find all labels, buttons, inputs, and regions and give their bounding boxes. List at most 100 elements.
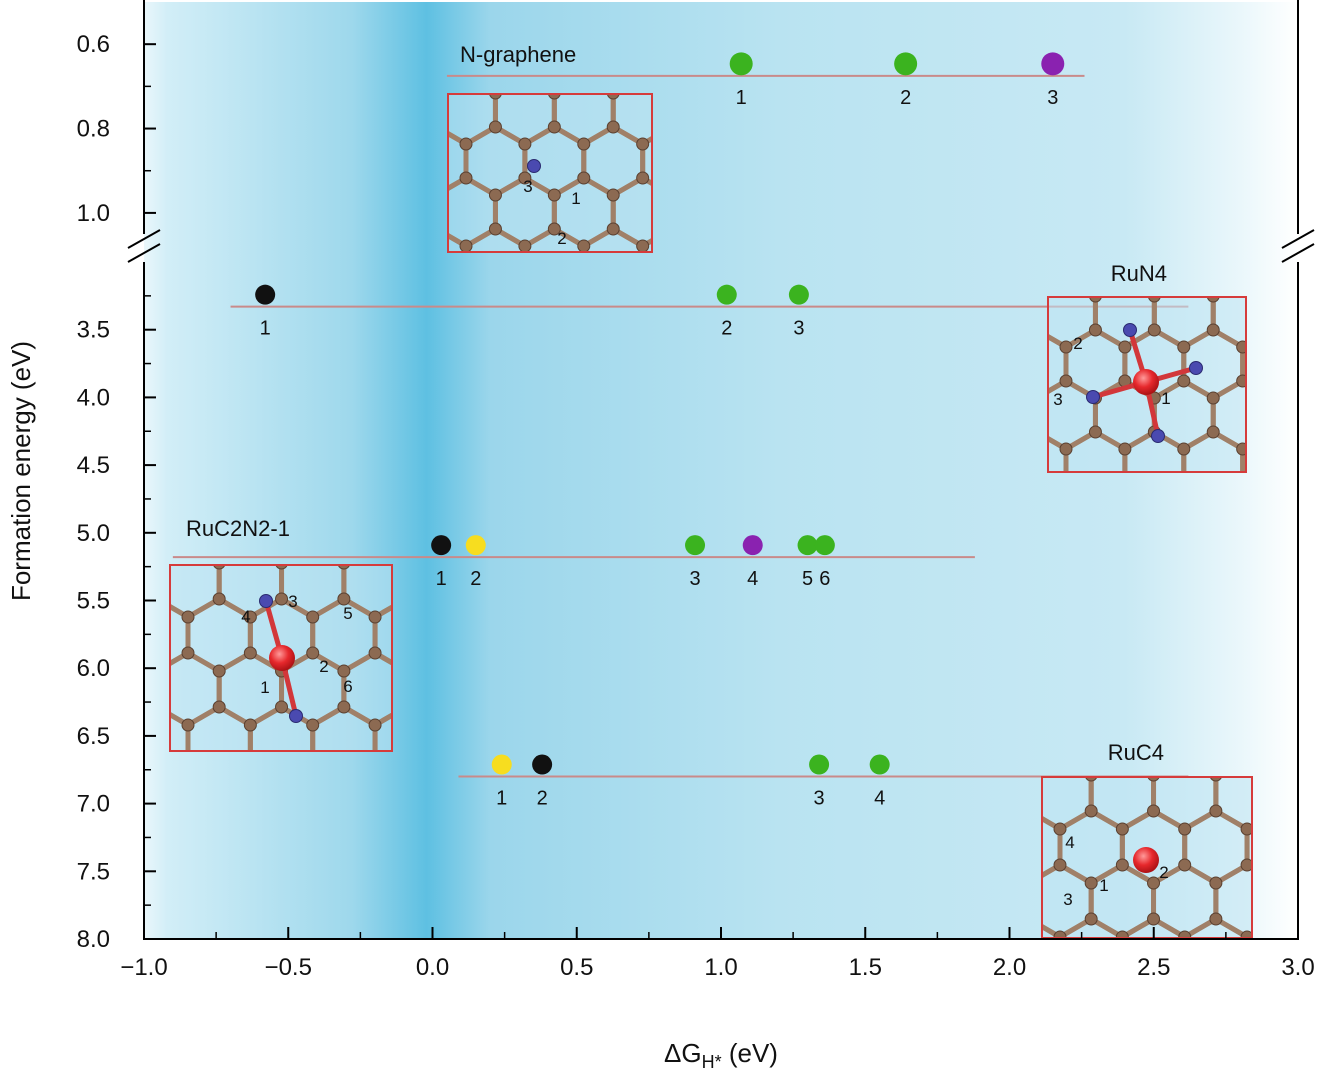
carbon-atom	[1147, 323, 1161, 337]
nitrogen-atom	[1123, 323, 1137, 337]
carbon-atom	[488, 120, 502, 134]
inset-site-label: 3	[288, 592, 297, 611]
point-label: 4	[747, 568, 758, 590]
data-point	[869, 754, 890, 775]
carbon-atom	[518, 239, 532, 252]
carbon-atom	[275, 700, 289, 714]
carbon-atom	[518, 137, 532, 151]
carbon-atom	[547, 188, 561, 202]
carbon-atom	[212, 664, 226, 678]
y-tick-label: 3.5	[77, 317, 110, 344]
carbon-atom	[606, 94, 620, 100]
carbon-atom	[1240, 858, 1252, 872]
inset-site-label: 2	[319, 657, 328, 676]
bond	[1216, 973, 1247, 991]
y-tick-label: 6.5	[77, 723, 110, 750]
bond	[1247, 973, 1278, 991]
bond	[1302, 279, 1323, 296]
data-point	[894, 52, 918, 76]
data-point	[491, 754, 512, 775]
carbon-atom	[1059, 340, 1073, 354]
carbon-atom	[1148, 985, 1160, 997]
carbon-atom	[1272, 985, 1284, 997]
carbon-atom	[275, 592, 289, 606]
carbon-atom	[88, 557, 100, 569]
inset-site-label: 3	[1063, 890, 1072, 909]
x-tick-label: 0.5	[560, 954, 593, 981]
inset-site-label: 6	[343, 677, 352, 696]
carbon-atom	[1084, 912, 1098, 926]
carbon-atom	[1053, 858, 1067, 872]
y-tick-label: 5.0	[77, 520, 110, 547]
axis-break-mark	[127, 243, 161, 263]
nitrogen-atom	[527, 159, 541, 173]
carbon-atom	[547, 94, 561, 100]
carbon-atom	[306, 646, 320, 660]
carbon-atom	[243, 610, 257, 624]
carbon-atom	[1089, 297, 1102, 303]
carbon-atom	[120, 719, 132, 731]
bond	[1309, 919, 1323, 937]
series-label: N-graphene	[460, 42, 576, 67]
data-point	[255, 284, 276, 305]
carbon-atom	[459, 137, 473, 151]
series-label: RuC2N2-1	[186, 516, 290, 541]
carbon-atom	[1179, 967, 1191, 979]
point-label: 1	[496, 788, 507, 810]
insets: 3 1 2 2 3 1 4 3 5 2 1 6 4 1 2 3	[88, 93, 1323, 997]
nitrogen-atom	[259, 594, 273, 608]
carbon-atom	[1178, 822, 1192, 836]
carbon-atom	[636, 171, 650, 185]
carbon-atom	[1053, 822, 1067, 836]
inset-site-label: 4	[1065, 833, 1074, 852]
inset-site-label: 1	[260, 678, 269, 697]
data-point	[797, 535, 818, 556]
inset-site-label: 3	[523, 177, 532, 196]
carbon-atom	[1209, 804, 1223, 818]
bond	[1302, 432, 1323, 449]
y-tick-label: 4.0	[77, 384, 110, 411]
carbon-atom	[1084, 876, 1098, 890]
point-label: 3	[1047, 87, 1058, 109]
point-label: 3	[793, 318, 804, 340]
x-tick-label: 1.5	[849, 954, 882, 981]
x-tick-label: 2.0	[993, 954, 1026, 981]
carbon-atom	[1236, 340, 1246, 354]
bond	[1309, 865, 1323, 883]
bond	[1309, 865, 1323, 883]
y-tick-label: 0.6	[77, 31, 110, 58]
carbon-atom	[1303, 823, 1315, 835]
carbon-atom	[1085, 985, 1097, 997]
y-axis-title: Formation energy (eV)	[6, 341, 36, 601]
carbon-atom	[243, 718, 257, 732]
carbon-atom	[1303, 859, 1315, 871]
carbon-atom	[120, 503, 132, 515]
carbon-atom	[636, 239, 650, 252]
carbon-atom	[1303, 715, 1315, 727]
nitrogen-atom	[289, 709, 303, 723]
carbon-atom	[1059, 442, 1073, 456]
carbon-atom	[488, 222, 502, 236]
carbon-atom	[577, 137, 591, 151]
inset-site-label: 1	[1161, 389, 1170, 408]
carbon-atom	[120, 647, 132, 659]
carbon-atom	[459, 171, 473, 185]
carbon-atom	[1206, 297, 1220, 303]
bond	[1309, 811, 1323, 829]
data-point	[814, 535, 835, 556]
point-label: 6	[819, 568, 830, 590]
carbon-atom	[1303, 751, 1315, 763]
x-tick-label: 2.5	[1137, 954, 1170, 981]
series-lines	[172, 74, 1189, 778]
nitrogen-atom	[1189, 361, 1203, 375]
data-point	[788, 284, 809, 305]
carbon-atom	[1023, 985, 1035, 997]
carbon-atom	[1303, 931, 1315, 943]
carbon-atom	[181, 718, 195, 732]
axis-break-mark	[1281, 243, 1315, 263]
data-point	[729, 52, 753, 76]
carbon-atom	[489, 94, 502, 100]
data-point	[431, 535, 452, 556]
y-tick-label: 8.0	[77, 926, 110, 953]
